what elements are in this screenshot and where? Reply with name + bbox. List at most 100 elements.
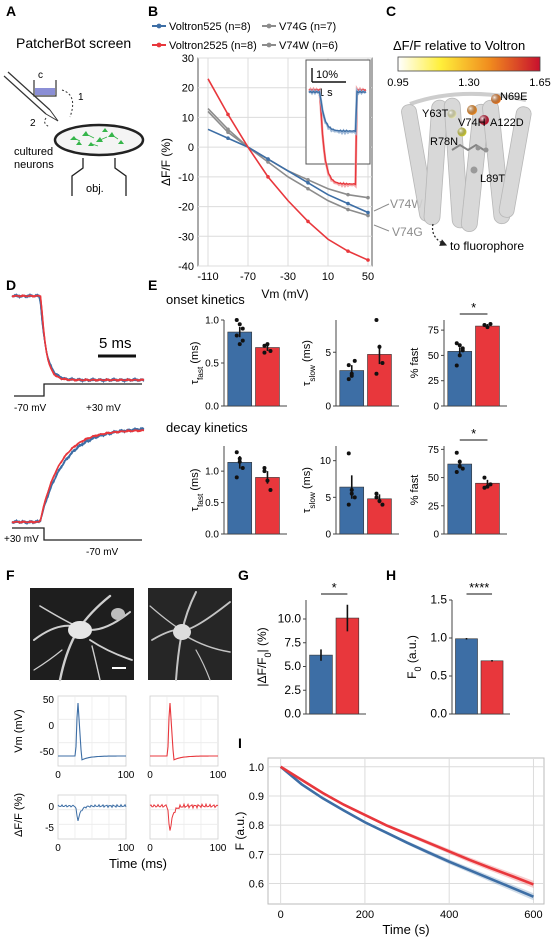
chart-b-point <box>346 201 350 206</box>
residue-markers <box>447 94 501 174</box>
dff-ytick-label: 0 <box>48 802 54 813</box>
bar-chart-e-onset-tau-slow: 0 5 τslow (ms) <box>301 318 399 413</box>
panel-label-g: G <box>238 567 249 583</box>
d-onset-trace-red <box>11 294 145 382</box>
chart-i-series-line <box>279 765 534 898</box>
bar-datapoint <box>485 325 490 330</box>
panel-label-d: D <box>6 277 16 293</box>
chart-i-xlabel: Time (s) <box>382 922 429 937</box>
vm-ytick-label: -50 <box>40 747 55 758</box>
chart-b-annotation-arrow <box>373 224 390 232</box>
bar-datapoint <box>268 348 273 353</box>
panel-a-title: PatcherBot screen <box>16 35 131 51</box>
bar-datapoint <box>454 363 459 368</box>
panel-h: H 0.0 0.5 1.0 1.5 **** F0 (a.u.) <box>386 567 510 721</box>
bar-datapoint <box>262 469 267 474</box>
bar <box>255 477 280 535</box>
vm-xtick-label: 0 <box>147 770 153 781</box>
bar-datapoint <box>377 499 382 503</box>
panel-label-c: C <box>386 3 396 19</box>
step-label-1: 1 <box>78 92 84 103</box>
bar-datapoint <box>240 326 245 331</box>
chart-i-ytick-label: 0.8 <box>249 820 264 832</box>
bar-datapoint <box>454 450 459 455</box>
panel-label-h: H <box>386 567 396 583</box>
dff-xtick-label: 0 <box>147 843 153 854</box>
voltage-step-top <box>14 383 142 397</box>
bar-datapoint <box>237 456 242 461</box>
pipette-icon <box>3 71 59 122</box>
bar-chart-e-onset-tau-fast: 0.0 0.5 1.0 τfast (ms) <box>189 316 287 413</box>
bar-datapoint <box>454 469 459 474</box>
bar-ytick-label: 0.0 <box>205 402 219 413</box>
bar-ylabel: % fast <box>409 475 421 506</box>
chart-b-ylabel: ΔF/F (%) <box>159 138 173 186</box>
chart-i-xtick-label: 400 <box>440 909 458 921</box>
dff-ylabel: ΔF/F (%) <box>13 793 25 837</box>
dff-trace-blue <box>57 803 127 822</box>
chart-b-legend-label: Voltron2525 (n=8) <box>169 40 257 52</box>
bar-datapoint <box>346 377 351 382</box>
chart-b-point <box>366 258 370 262</box>
panel-d: D 5 ms -70 mV +30 mV +30 mV -70 mV <box>4 277 145 558</box>
beaker-label: c <box>38 70 43 81</box>
vm-ytick-label: 50 <box>43 695 55 706</box>
panel-label-i: I <box>238 735 242 751</box>
bar <box>455 638 478 715</box>
bar-datapoint <box>460 466 465 471</box>
chart-b-inset-trace <box>308 90 367 133</box>
chart-b-annotation: V74W <box>390 197 423 211</box>
kinetics-traces-d <box>11 293 145 525</box>
bar-datapoint <box>377 344 382 349</box>
bar-datapoint <box>234 475 239 480</box>
vm-trace-blue <box>58 702 126 761</box>
chart-b-point <box>266 175 270 179</box>
chart-b-legend-label: V74W (n=6) <box>279 40 338 52</box>
fluorophore-caption: to fluorophore <box>450 239 524 253</box>
residue-l89t: L89T <box>480 173 505 185</box>
bar-ytick-label: 50 <box>428 473 440 484</box>
vm-trace-red <box>150 702 218 761</box>
chart-i-xtick-label: 600 <box>524 909 542 921</box>
chart-b-ytick-label: 30 <box>182 53 194 65</box>
chart-b-legend-marker <box>266 42 272 48</box>
chart-i-series-line <box>279 765 534 886</box>
bar-ytick-label: 0 <box>433 530 439 541</box>
bar-ylabel: τslow (ms) <box>301 340 317 386</box>
bar-ytick-label: 5 <box>325 348 331 359</box>
chart-b-legend-marker <box>156 42 162 48</box>
bar-ylabel: F0 (a.u.) <box>405 635 423 679</box>
panel-c: C ΔF/F relative to Voltron 0.95 1.30 1.6… <box>386 3 551 253</box>
chart-b-point <box>266 160 270 164</box>
chart-b-legend-marker <box>156 23 162 29</box>
significance-stars: * <box>471 426 476 441</box>
bar-datapoint <box>352 358 357 363</box>
vm-xtick-label: 0 <box>55 770 61 781</box>
chart-b-xtick-label: 50 <box>362 271 374 283</box>
chart-b-point <box>226 136 230 141</box>
bar-datapoint <box>349 488 354 492</box>
dff-xtick-label: 100 <box>210 843 227 854</box>
bar-ytick-label: 5.0 <box>284 659 301 673</box>
bar <box>227 462 253 535</box>
panel-label-b: B <box>148 3 158 19</box>
chart-b-ytick-label: 20 <box>182 83 194 95</box>
chart-b-point <box>306 186 310 191</box>
colorbar-title: ΔF/F relative to Voltron <box>393 38 525 53</box>
bar <box>367 498 392 535</box>
bar-ytick-label: 1.0 <box>205 316 219 327</box>
vm-xtick-label: 100 <box>210 770 227 781</box>
bar-datapoint <box>346 363 351 368</box>
chart-b-inset-frame <box>305 59 371 165</box>
step-arrow-2 <box>44 117 51 128</box>
bar-datapoint <box>234 318 239 322</box>
bar-ylabel: τfast (ms) <box>189 469 205 512</box>
bar-ytick-label: 0.0 <box>430 707 447 721</box>
bar-datapoint <box>457 464 462 469</box>
bar-datapoint <box>346 502 351 507</box>
chart-b-point <box>266 157 270 161</box>
bar-datapoint <box>262 466 267 470</box>
bar-chart-e-onset-pct-fast: 0 25 50 75 * % fast <box>409 300 507 413</box>
